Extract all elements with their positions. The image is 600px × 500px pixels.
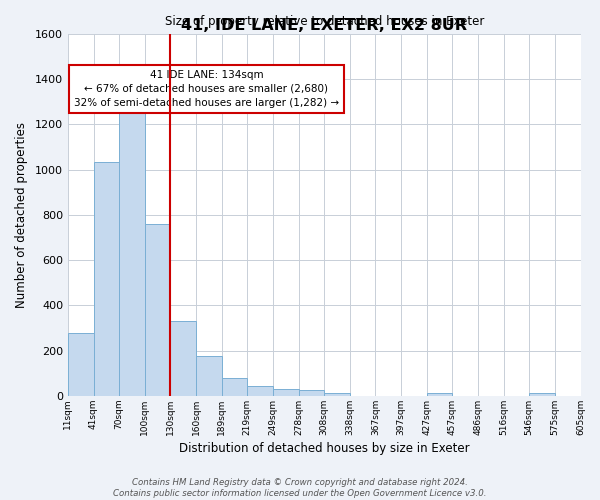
Bar [273,389,299,396]
Bar [68,332,94,396]
Bar [247,386,273,396]
Bar [119,113,145,396]
Title: 41, IDE LANE, EXETER, EX2 8UR: 41, IDE LANE, EXETER, EX2 8UR [181,18,467,32]
Bar [170,321,196,396]
Bar [529,392,555,396]
Text: 41 IDE LANE: 134sqm
← 67% of detached houses are smaller (2,680)
32% of semi-det: 41 IDE LANE: 134sqm ← 67% of detached ho… [74,70,339,108]
Bar [145,224,170,396]
Bar [222,378,247,396]
Bar [94,162,119,396]
Bar [427,392,452,396]
Bar [299,390,324,396]
Y-axis label: Number of detached properties: Number of detached properties [15,122,28,308]
Bar [196,356,222,396]
X-axis label: Distribution of detached houses by size in Exeter: Distribution of detached houses by size … [179,442,470,455]
Bar [324,392,350,396]
Text: Size of property relative to detached houses in Exeter: Size of property relative to detached ho… [164,16,484,28]
Text: Contains HM Land Registry data © Crown copyright and database right 2024.
Contai: Contains HM Land Registry data © Crown c… [113,478,487,498]
